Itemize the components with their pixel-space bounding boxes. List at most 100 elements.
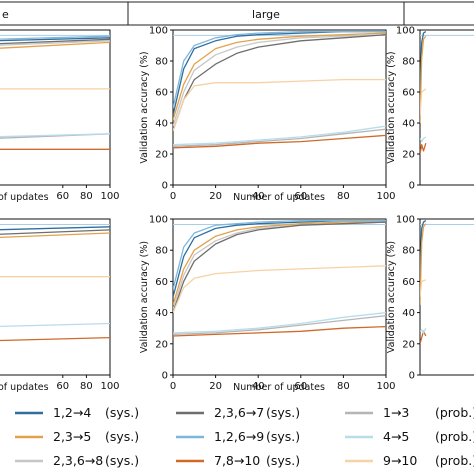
y-tick-label: 100 bbox=[396, 26, 415, 37]
series-line bbox=[420, 223, 427, 305]
chart-panel: 0 20 40 60 80 100 0 20 40 60 80 100 Number of update… bbox=[139, 215, 396, 394]
x-tick-label: 0 bbox=[170, 191, 176, 202]
panel-header: large bbox=[252, 8, 280, 21]
series-line bbox=[420, 330, 427, 344]
y-tick-label: 40 bbox=[402, 308, 415, 319]
x-tick-label: 40 bbox=[252, 381, 265, 392]
x-tick-label: 100 bbox=[100, 381, 119, 392]
y-tick-label: 40 bbox=[155, 119, 168, 130]
y-tick-label: 80 bbox=[155, 57, 168, 68]
series-line bbox=[0, 232, 110, 239]
plot-frame bbox=[0, 29, 111, 186]
series-line bbox=[173, 311, 386, 334]
legend-item: 1→3 (prob.) bbox=[345, 405, 474, 420]
y-tick-label: 0 bbox=[409, 181, 415, 192]
series-line bbox=[173, 219, 386, 290]
series-line bbox=[420, 136, 427, 143]
legend-tag: (prob.) bbox=[435, 405, 474, 420]
legend-tag: (sys.) bbox=[266, 429, 300, 444]
legend-item: 4→5 (prob.) bbox=[345, 429, 474, 444]
x-tick-label: 100 bbox=[376, 381, 395, 392]
legend-label: 9→10 bbox=[383, 453, 417, 468]
y-tick-label: 40 bbox=[402, 119, 415, 130]
y-tick-label: 80 bbox=[402, 246, 415, 257]
legend-tag: (sys.) bbox=[266, 405, 300, 420]
y-tick-label: 60 bbox=[402, 277, 415, 288]
x-tick-label: 0 bbox=[170, 381, 176, 392]
y-tick-label: 20 bbox=[402, 150, 415, 161]
chart-panel: 0 20 40 60 80 100 Validation accuracy (%) bbox=[386, 215, 474, 382]
x-tick-label: 80 bbox=[80, 191, 93, 202]
chart-panel: 60 80 100 of updates bbox=[0, 218, 120, 393]
legend-tag: (sys.) bbox=[105, 429, 139, 444]
y-tick-label: 0 bbox=[409, 371, 415, 382]
y-axis-label: Validation accuracy (%) bbox=[139, 51, 150, 163]
x-tick-label: 100 bbox=[100, 191, 119, 202]
y-tick-label: 80 bbox=[155, 246, 168, 257]
chart-panel: 60 80 100 of updates e bbox=[0, 8, 120, 203]
x-tick-label: 20 bbox=[209, 191, 222, 202]
plot-area bbox=[0, 223, 110, 342]
series-line bbox=[420, 143, 427, 155]
series-line bbox=[0, 226, 110, 231]
series-line bbox=[0, 38, 110, 45]
x-axis-label: Number of updates bbox=[233, 192, 325, 203]
legend-label: 7,8→10 bbox=[214, 453, 260, 468]
y-tick-label: 100 bbox=[396, 215, 415, 226]
series-line bbox=[173, 128, 386, 147]
plot-area bbox=[173, 219, 386, 337]
legend-label: 1→3 bbox=[383, 405, 409, 420]
series-line bbox=[0, 229, 110, 235]
legend-label: 2,3,6→8 bbox=[53, 453, 103, 468]
legend-tag: (sys.) bbox=[105, 405, 139, 420]
legend-item: 2,3,6→8 (sys.) bbox=[15, 453, 139, 468]
legend-item: 2,3→5 (sys.) bbox=[15, 429, 139, 444]
series-line bbox=[173, 32, 386, 121]
panel-header-band bbox=[0, 1, 474, 26]
series-line bbox=[0, 37, 110, 42]
x-axis-label: of updates bbox=[0, 192, 49, 203]
series-line bbox=[173, 34, 386, 127]
x-tick-label: 20 bbox=[209, 381, 222, 392]
legend-item: 7,8→10 (sys.) bbox=[176, 453, 300, 468]
series-line bbox=[0, 133, 110, 138]
series-line bbox=[0, 336, 110, 342]
plot-area bbox=[0, 34, 110, 150]
y-axis-label: Validation accuracy (%) bbox=[139, 241, 150, 353]
x-tick-label: 100 bbox=[376, 191, 395, 202]
chart-panel: 0 20 40 60 80 100 0 20 40 60 80 100 Number of update… bbox=[139, 8, 396, 203]
x-axis-label: of updates bbox=[0, 382, 49, 393]
y-tick-label: 60 bbox=[402, 88, 415, 99]
series-line bbox=[0, 41, 110, 49]
chart-panel: 0 20 40 60 80 100 Validation accuracy (%) bbox=[386, 26, 474, 192]
plot-area bbox=[420, 31, 474, 155]
y-tick-label: 80 bbox=[402, 57, 415, 68]
chart-panels: 60 80 100 of updates e 0 20 40 60 80 100 0 20 40 60 80 1… bbox=[0, 8, 474, 393]
series-line bbox=[420, 279, 427, 298]
panel-header: e bbox=[2, 8, 9, 21]
legend-item: 9→10 (prob.) bbox=[345, 453, 474, 468]
legend-label: 4→5 bbox=[383, 429, 409, 444]
series-line bbox=[173, 78, 386, 132]
plot-area bbox=[173, 30, 386, 149]
legend-label: 1,2,6→9 bbox=[214, 429, 264, 444]
series-line bbox=[173, 221, 386, 305]
x-tick-label: 60 bbox=[56, 381, 69, 392]
x-tick-label: 80 bbox=[337, 381, 350, 392]
legend-tag: (prob.) bbox=[435, 453, 474, 468]
legend-label: 2,3→5 bbox=[53, 429, 91, 444]
series-line bbox=[173, 34, 386, 132]
series-line bbox=[420, 88, 427, 116]
x-tick-label: 60 bbox=[294, 191, 307, 202]
y-tick-label: 20 bbox=[155, 339, 168, 350]
legend-tag: (sys.) bbox=[105, 453, 139, 468]
series-line bbox=[0, 35, 110, 40]
legend-tag: (sys.) bbox=[266, 453, 300, 468]
y-tick-label: 100 bbox=[149, 215, 168, 226]
x-tick-label: 80 bbox=[337, 191, 350, 202]
series-line bbox=[0, 322, 110, 328]
x-tick-label: 80 bbox=[80, 381, 93, 392]
series-line bbox=[173, 221, 386, 313]
series-line bbox=[173, 315, 386, 336]
